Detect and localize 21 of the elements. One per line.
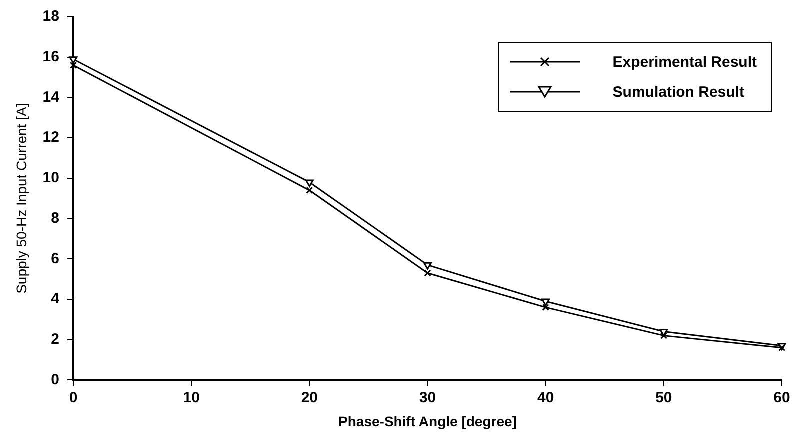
- y-tick-label: 18: [42, 8, 60, 26]
- y-tick-label: 2: [51, 330, 60, 348]
- y-tick-label: 6: [51, 250, 60, 268]
- x-axis-title: Phase-Shift Angle [degree]: [338, 413, 517, 430]
- x-tick-label: 30: [419, 389, 436, 406]
- x-tick-label: 40: [537, 389, 554, 406]
- y-tick-label: 12: [42, 129, 60, 146]
- x-tick-label: 20: [301, 389, 318, 406]
- legend-label: Sumulation Result: [612, 84, 744, 100]
- x-tick-label: 0: [69, 389, 78, 406]
- x-tick-label: 50: [656, 389, 672, 406]
- y-tick-label: 4: [51, 290, 60, 308]
- y-tick-label: 0: [51, 371, 60, 388]
- x-tick-label: 10: [183, 389, 200, 406]
- legend-label: Experimental Result: [612, 54, 757, 70]
- y-tick-label: 14: [42, 88, 60, 106]
- x-tick-label: 60: [774, 389, 790, 406]
- y-axis-title: Supply 50-Hz Input Current [A]: [13, 103, 30, 294]
- y-tick-label: 16: [42, 48, 60, 66]
- y-tick-label: 10: [42, 170, 60, 187]
- y-tick-label: 8: [51, 210, 60, 227]
